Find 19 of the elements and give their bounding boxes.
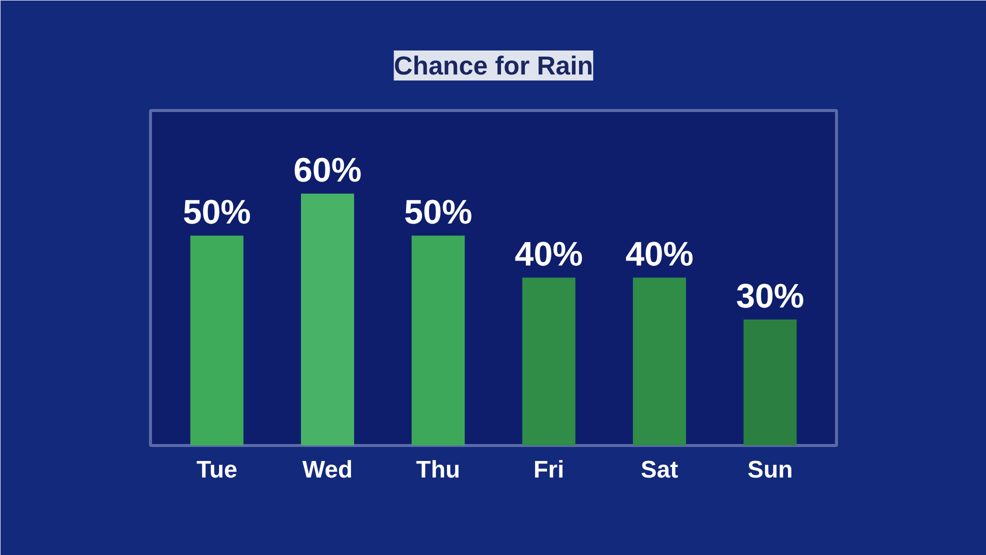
data-label: 40% [625, 236, 694, 274]
bar [412, 236, 465, 446]
chart-title: Chance for Rain [394, 50, 594, 80]
x-tick-label: Tue [196, 456, 238, 484]
data-label: 50% [404, 194, 472, 232]
data-label: 60% [294, 152, 362, 190]
bar [632, 278, 686, 446]
x-tick-label: Sat [640, 456, 678, 484]
bar [190, 236, 244, 446]
data-label: 30% [736, 278, 804, 316]
x-tick-label: Wed [302, 456, 353, 484]
data-label: 50% [182, 194, 251, 232]
x-tick-label: Sun [747, 456, 793, 484]
bar [300, 194, 354, 446]
bar [744, 320, 797, 446]
x-tick-label: Thu [416, 456, 460, 484]
data-label: 40% [514, 236, 583, 274]
bar [522, 278, 576, 446]
x-tick-label: Fri [533, 456, 564, 484]
